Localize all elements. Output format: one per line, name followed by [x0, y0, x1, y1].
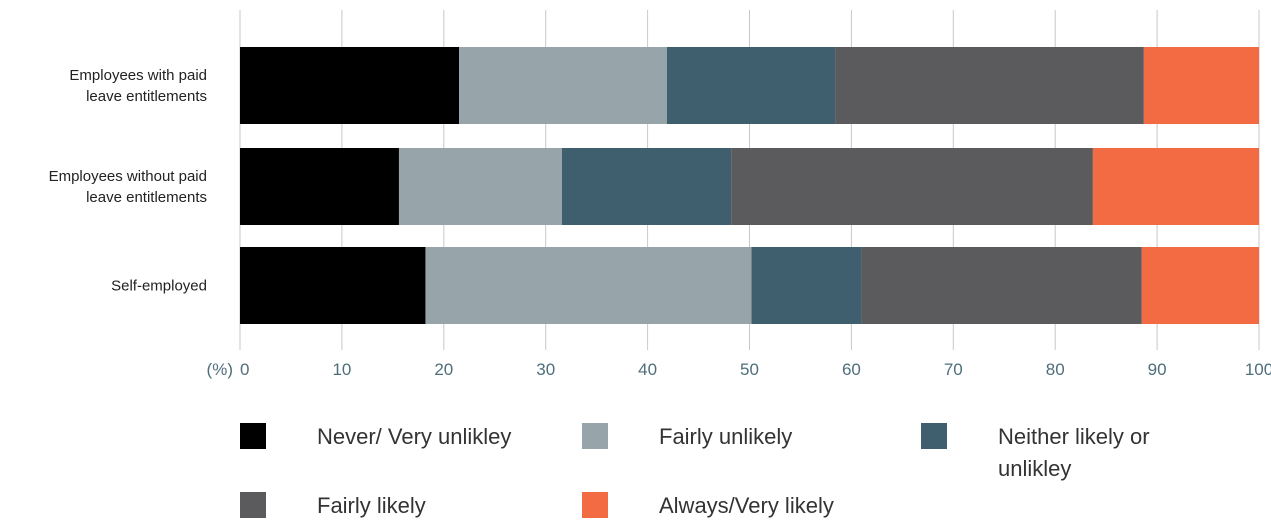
bar-segment: [731, 148, 1093, 225]
legend-swatch: [240, 492, 266, 518]
x-tick-label: 90: [1148, 360, 1167, 379]
category-labels: Employees with paid leave entitlements Emp…: [49, 67, 207, 295]
bar-segment: [425, 247, 752, 324]
x-tick-label: 0: [240, 360, 249, 379]
bar-segment: [1092, 148, 1259, 225]
category-label: Employees without paid leave entitlements: [49, 168, 207, 206]
legend-label: Fairly unlikely: [659, 424, 793, 449]
legend-item: Neither likely or unlikley: [921, 421, 1198, 485]
stacked-bar-chart: Employees with paid leave entitlements Emp…: [49, 10, 1271, 379]
legend-label: Always/Very likely: [659, 493, 834, 518]
legend-label: Neither likely or unlikley: [998, 424, 1150, 481]
x-tick-label: 60: [842, 360, 861, 379]
legend-item: Fairly unlikely: [582, 421, 792, 453]
bar-segment: [459, 47, 667, 124]
x-tick-label: 40: [638, 360, 657, 379]
bars: [240, 47, 1259, 324]
x-tick-label: 30: [536, 360, 555, 379]
bar-segment: [1143, 47, 1259, 124]
bar-segment: [562, 148, 732, 225]
legend-label: Fairly likely: [317, 493, 426, 518]
x-tick-label: 50: [740, 360, 759, 379]
legend-swatch: [582, 423, 608, 449]
legend-item: Fairly likely: [240, 490, 426, 522]
bar-segment: [861, 247, 1142, 324]
category-label: Employees with paid leave entitlements: [69, 67, 207, 105]
legend-item: Always/Very likely: [582, 490, 834, 522]
bar-segment: [240, 47, 460, 124]
bar-segment: [240, 247, 426, 324]
bar-segment: [835, 47, 1144, 124]
category-label: Self-employed: [111, 278, 207, 295]
legend-swatch: [582, 492, 608, 518]
legend-label: Never/ Very unlikley: [317, 424, 512, 449]
x-tick-label: 70: [944, 360, 963, 379]
x-tick-label: 10: [332, 360, 351, 379]
x-tick-label: 100: [1245, 360, 1271, 379]
x-axis-unit-label: (%): [207, 360, 233, 379]
legend-swatch: [921, 423, 947, 449]
bar-segment: [1141, 247, 1259, 324]
bar-segment: [666, 47, 836, 124]
bar-segment: [751, 247, 862, 324]
legend: Never/ Very unlikley Fairly unlikely Neith…: [0, 400, 1271, 530]
x-axis-ticks: 0 10 20 30 40 50 60 70 80 90 100: [240, 360, 1271, 379]
legend-swatch: [240, 423, 266, 449]
x-tick-label: 80: [1046, 360, 1065, 379]
x-tick-label: 20: [434, 360, 453, 379]
bar-segment: [240, 148, 399, 225]
bar-segment: [398, 148, 563, 225]
legend-item: Never/ Very unlikley: [240, 421, 511, 453]
